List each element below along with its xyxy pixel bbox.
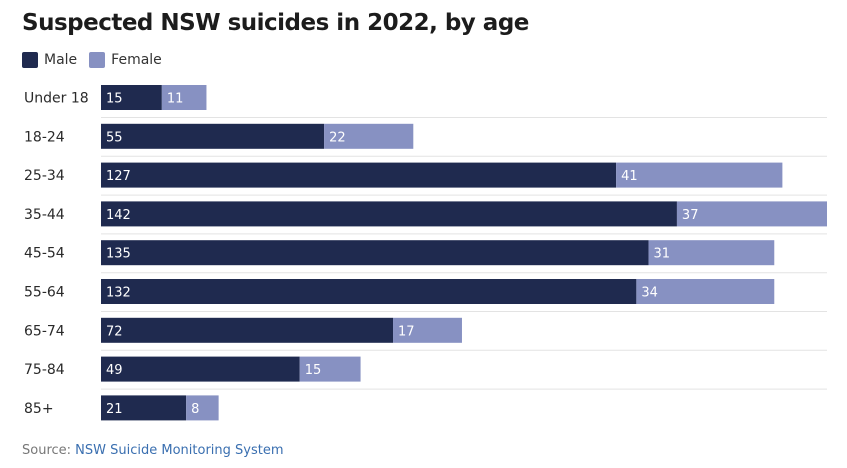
bar-female: [299, 356, 361, 382]
bar-female: [161, 85, 207, 110]
bar-male: [101, 279, 637, 304]
category-label: 25-34: [24, 168, 65, 184]
category-label: 85+: [24, 401, 54, 417]
bar-female: [648, 240, 775, 266]
bar-female: [324, 123, 414, 149]
data-label-male: 21: [106, 402, 123, 417]
bar-male: [101, 85, 162, 110]
legend: Male Female: [22, 52, 174, 68]
data-label-female: 34: [641, 286, 658, 301]
category-label: 55-64: [24, 285, 65, 301]
bar-female: [616, 162, 783, 188]
bar-male: [101, 395, 187, 421]
data-label-female: 22: [329, 130, 346, 145]
data-label-male: 135: [106, 247, 131, 262]
data-label-male: 55: [106, 130, 123, 145]
bar-male: [101, 356, 300, 382]
data-label-female: 41: [621, 169, 638, 184]
data-label-male: 142: [106, 208, 131, 223]
chart-title: Suspected NSW suicides in 2022, by age: [22, 10, 529, 36]
data-label-female: 17: [398, 324, 415, 339]
legend-swatch-female: [89, 52, 106, 68]
bar-male: [101, 123, 325, 149]
bar-male: [101, 240, 649, 266]
bar-female: [636, 279, 775, 304]
legend-item-female: Female: [89, 52, 162, 68]
category-label: 75-84: [24, 362, 65, 378]
source-link[interactable]: NSW Suicide Monitoring System: [75, 443, 284, 458]
legend-item-male: Male: [22, 52, 77, 68]
data-label-male: 15: [106, 92, 123, 107]
source-note: Source: NSW Suicide Monitoring System: [22, 443, 284, 458]
bar-female: [676, 201, 827, 227]
legend-label-female: Female: [111, 52, 162, 68]
bar-male: [101, 201, 677, 227]
category-label: 65-74: [24, 323, 65, 339]
category-label: 35-44: [24, 207, 65, 223]
legend-label-male: Male: [44, 52, 78, 68]
category-label: Under 18: [24, 91, 89, 107]
data-label-male: 127: [106, 169, 131, 184]
category-label: 18-24: [24, 129, 65, 145]
data-label-female: 15: [305, 363, 322, 378]
category-label: 45-54: [24, 246, 65, 262]
data-label-female: 37: [682, 208, 699, 223]
bar-female: [393, 317, 462, 343]
data-label-female: 11: [167, 92, 184, 107]
data-label-male: 132: [106, 286, 131, 301]
data-label-female: 8: [191, 402, 199, 417]
data-label-male: 72: [106, 324, 123, 339]
data-label-male: 49: [106, 363, 123, 378]
bar-male: [101, 317, 394, 343]
source-label: Source:: [22, 443, 72, 458]
bar-male: [101, 162, 617, 188]
legend-swatch-male: [22, 52, 38, 68]
bar-female: [186, 395, 219, 421]
data-label-female: 31: [654, 247, 671, 262]
